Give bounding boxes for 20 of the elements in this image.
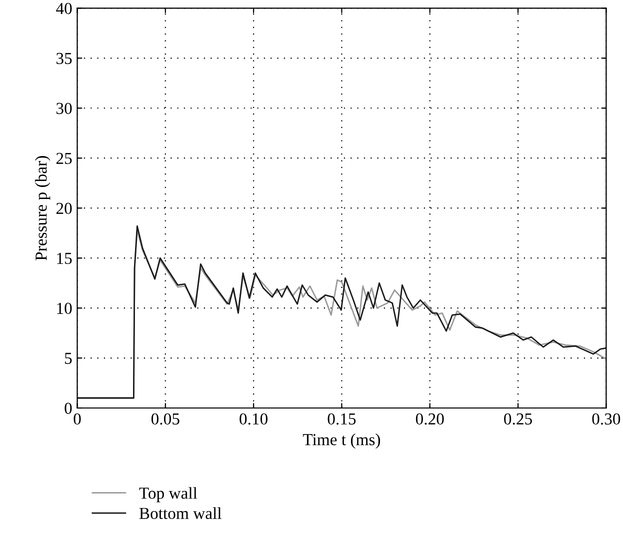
x-tick-label: 0.30 — [592, 413, 620, 425]
x-tick-label: 0 — [74, 413, 81, 425]
legend-label: Top wall — [139, 487, 198, 502]
x-tick-label: 0.05 — [151, 413, 180, 425]
y-tick-label: 30 — [56, 102, 72, 114]
y-tick-label: 20 — [56, 202, 72, 214]
y-tick-label: 5 — [65, 352, 72, 364]
y-tick-label: 35 — [56, 52, 72, 64]
x-tick-label: 0.25 — [504, 413, 532, 425]
legend-label: Bottom wall — [139, 507, 222, 520]
y-tick-label: 10 — [57, 302, 72, 314]
y-tick-label: 0 — [64, 402, 72, 414]
x-tick-label: 0.20 — [416, 413, 444, 425]
y-tick-label: 40 — [56, 2, 72, 14]
y-tick-label: 15 — [57, 252, 72, 264]
y-axis-title: Pressure p (bar) — [35, 156, 50, 260]
x-tick-label: 0.10 — [240, 413, 268, 425]
x-tick-label: 0.15 — [328, 413, 356, 425]
x-axis-title: Time t (ms) — [302, 434, 380, 449]
y-tick-label: 25 — [56, 152, 72, 164]
